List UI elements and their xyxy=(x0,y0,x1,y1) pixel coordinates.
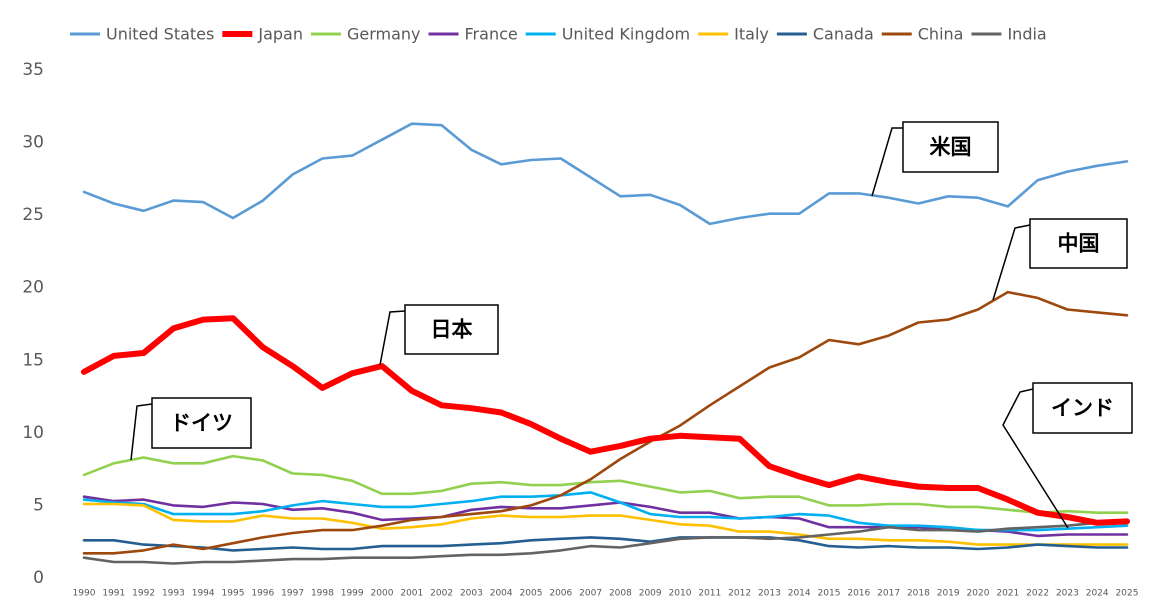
x-tick-label: 2007 xyxy=(579,589,602,599)
y-tick-label: 5 xyxy=(33,495,44,515)
y-tick-label: 0 xyxy=(33,568,44,588)
x-tick-label: 2013 xyxy=(758,589,781,599)
annotation-leader xyxy=(1002,388,1069,529)
x-tick-label: 1996 xyxy=(251,589,274,599)
x-tick-label: 2006 xyxy=(549,589,572,599)
annotation-text: ドイツ xyxy=(170,411,233,435)
legend-label: Italy xyxy=(734,25,769,44)
x-tick-label: 1999 xyxy=(341,589,364,599)
annotation-box xyxy=(902,121,999,173)
x-tick-label: 2016 xyxy=(847,589,870,599)
y-tick-label: 15 xyxy=(22,350,44,370)
annotation-leader xyxy=(379,310,406,366)
x-tick-label: 1997 xyxy=(281,589,304,599)
legend-label: China xyxy=(918,25,964,44)
x-tick-label: 2008 xyxy=(609,589,632,599)
series-line xyxy=(82,518,1129,565)
annotation-box xyxy=(1029,218,1128,269)
x-tick-label: 2015 xyxy=(818,589,841,599)
x-tick-label: 2022 xyxy=(1026,589,1049,599)
legend-label: United States xyxy=(106,25,214,44)
x-tick-label: 1991 xyxy=(102,589,125,599)
x-tick-label: 1994 xyxy=(192,589,215,599)
x-tick-label: 2011 xyxy=(698,589,721,599)
y-tick-label: 35 xyxy=(22,60,44,80)
legend-label: Germany xyxy=(347,25,421,44)
annotation-leader xyxy=(992,224,1031,301)
x-tick-label: 2009 xyxy=(639,589,662,599)
x-tick-label: 2012 xyxy=(728,589,751,599)
x-tick-label: 2010 xyxy=(669,589,692,599)
series-line xyxy=(82,502,1129,546)
legend-label: India xyxy=(1007,25,1046,44)
x-tick-label: 2018 xyxy=(907,589,930,599)
annotation-leader xyxy=(130,403,153,461)
x-tick-label: 1995 xyxy=(222,589,245,599)
series-line xyxy=(82,122,1129,226)
x-tick-label: 2021 xyxy=(996,589,1019,599)
x-tick-label: 1990 xyxy=(73,589,96,599)
legend-label: Canada xyxy=(813,25,874,44)
legend-label: United Kingdom xyxy=(562,25,690,44)
legend-label: France xyxy=(465,25,518,44)
annotation-box xyxy=(404,304,499,355)
x-tick-label: 2014 xyxy=(788,589,811,599)
y-tick-label: 25 xyxy=(22,205,44,225)
x-tick-label: 2000 xyxy=(371,589,394,599)
x-tick-label: 2020 xyxy=(967,589,990,599)
x-tick-label: 1992 xyxy=(132,589,155,599)
x-tick-label: 2004 xyxy=(490,589,513,599)
x-tick-label: 2003 xyxy=(460,589,483,599)
x-tick-label: 2024 xyxy=(1086,589,1109,599)
annotation-box xyxy=(151,397,252,449)
y-tick-label: 20 xyxy=(22,278,44,298)
annotation-text: 中国 xyxy=(1058,232,1100,256)
annotation-text: 日本 xyxy=(431,318,473,342)
x-tick-label: 2025 xyxy=(1116,589,1139,599)
x-tick-label: 1993 xyxy=(162,589,185,599)
series-line xyxy=(82,536,1129,552)
annotation-leader xyxy=(871,127,903,197)
x-tick-label: 2023 xyxy=(1056,589,1079,599)
annotation-box xyxy=(1032,382,1133,434)
x-tick-label: 2017 xyxy=(877,589,900,599)
series-line xyxy=(81,315,1130,526)
x-tick-label: 2001 xyxy=(400,589,423,599)
x-tick-label: 2002 xyxy=(430,589,453,599)
annotation-text: 米国 xyxy=(930,135,972,159)
annotation-text: インド xyxy=(1051,396,1114,420)
x-tick-label: 2005 xyxy=(520,589,543,599)
series-line xyxy=(82,491,1129,532)
series-line xyxy=(82,454,1129,514)
y-tick-label: 30 xyxy=(22,133,44,153)
series-line xyxy=(82,290,1129,555)
x-tick-label: 2019 xyxy=(937,589,960,599)
y-tick-label: 10 xyxy=(22,423,44,443)
legend-label: Japan xyxy=(257,25,303,44)
x-tick-label: 1998 xyxy=(311,589,334,599)
